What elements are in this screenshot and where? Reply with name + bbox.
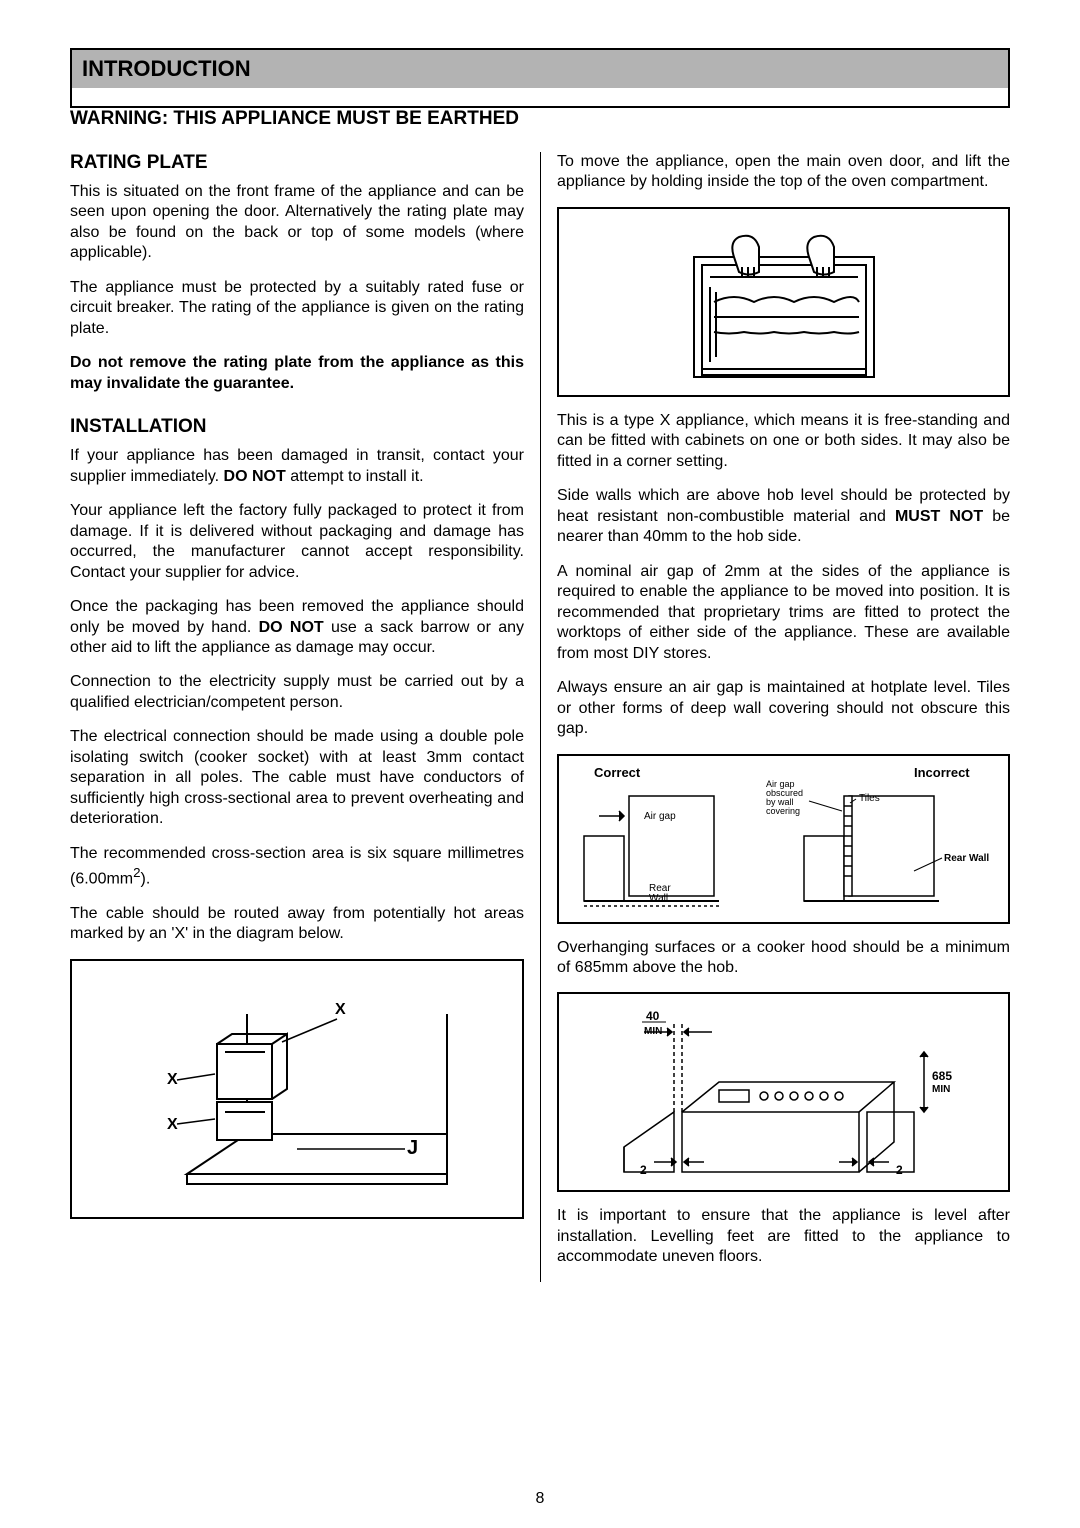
- install-p1b: DO NOT: [224, 468, 286, 485]
- svg-text:X: X: [167, 1071, 178, 1088]
- airgap-label: Air gap: [644, 811, 676, 822]
- d3-2a: 2: [640, 1163, 647, 1177]
- rearwall2-label: Rear Wall: [944, 853, 989, 864]
- right-p3b: MUST NOT: [895, 508, 983, 525]
- right-p2: This is a type X appliance, which means …: [557, 411, 1010, 472]
- d3-685: 685: [932, 1069, 952, 1083]
- right-p3: Side walls which are above hob level sho…: [557, 486, 1010, 547]
- d3-min1: MIN: [644, 1026, 662, 1037]
- install-p7: The cable should be routed away from pot…: [70, 904, 524, 945]
- install-p6: The recommended cross-section area is si…: [70, 844, 524, 890]
- right-p6: Overhanging surfaces or a cooker hood sh…: [557, 938, 1010, 979]
- install-p6b: ).: [141, 871, 151, 888]
- install-p4: Connection to the electricity supply mus…: [70, 672, 524, 713]
- right-p4: A nominal air gap of 2mm at the sides of…: [557, 562, 1010, 664]
- svg-text:X: X: [167, 1116, 178, 1133]
- section-header: INTRODUCTION: [72, 50, 1008, 88]
- install-p1c: attempt to install it.: [286, 468, 424, 485]
- two-column-layout: RATING PLATE This is situated on the fro…: [70, 152, 1010, 1282]
- warning-heading: WARNING: THIS APPLIANCE MUST BE EARTHED: [70, 108, 1010, 130]
- install-p3b: DO NOT: [259, 619, 324, 636]
- right-p7: It is important to ensure that the appli…: [557, 1206, 1010, 1267]
- installation-heading: INSTALLATION: [70, 416, 524, 438]
- svg-text:J: J: [407, 1137, 418, 1159]
- install-p3: Once the packaging has been removed the …: [70, 597, 524, 658]
- incorrect-label: Incorrect: [914, 765, 970, 780]
- svg-text:covering: covering: [766, 806, 800, 816]
- d3-40: 40: [646, 1009, 660, 1023]
- tiles-label: Tiles: [859, 793, 880, 804]
- d3-2b: 2: [896, 1163, 903, 1177]
- clearance-svg: 40 MIN 2 2 685 MIN: [604, 1002, 964, 1182]
- install-p6sup: 2: [133, 865, 140, 880]
- rating-plate-heading: RATING PLATE: [70, 152, 524, 174]
- rating-p2: The appliance must be protected by a sui…: [70, 278, 524, 339]
- lift-appliance-diagram: [557, 207, 1010, 397]
- right-p5: Always ensure an air gap is maintained a…: [557, 678, 1010, 739]
- install-p5: The electrical connection should be made…: [70, 727, 524, 829]
- section-header-box: INTRODUCTION: [70, 48, 1010, 108]
- right-p1: To move the appliance, open the main ove…: [557, 152, 1010, 193]
- airgap-svg: Correct Incorrect Air gap Rear Wall: [574, 761, 994, 916]
- d3-min2: MIN: [932, 1084, 950, 1095]
- cable-routing-diagram: X X X J: [70, 959, 524, 1219]
- install-p1: If your appliance has been damaged in tr…: [70, 446, 524, 487]
- rating-p3: Do not remove the rating plate from the …: [70, 353, 524, 394]
- clearance-diagram: 40 MIN 2 2 685 MIN: [557, 992, 1010, 1192]
- correct-label: Correct: [594, 765, 641, 780]
- lift-diagram-svg: [654, 217, 914, 387]
- airgap-diagram: Correct Incorrect Air gap Rear Wall: [557, 754, 1010, 924]
- page-number: 8: [536, 1490, 545, 1508]
- left-column: RATING PLATE This is situated on the fro…: [70, 152, 540, 1282]
- install-p2: Your appliance left the factory fully pa…: [70, 501, 524, 583]
- rearwall-label2: Wall: [649, 893, 668, 904]
- rating-p1: This is situated on the front frame of t…: [70, 182, 524, 264]
- cable-diagram-svg: X X X J: [107, 974, 487, 1204]
- right-column: To move the appliance, open the main ove…: [540, 152, 1010, 1282]
- svg-text:X: X: [335, 1001, 346, 1018]
